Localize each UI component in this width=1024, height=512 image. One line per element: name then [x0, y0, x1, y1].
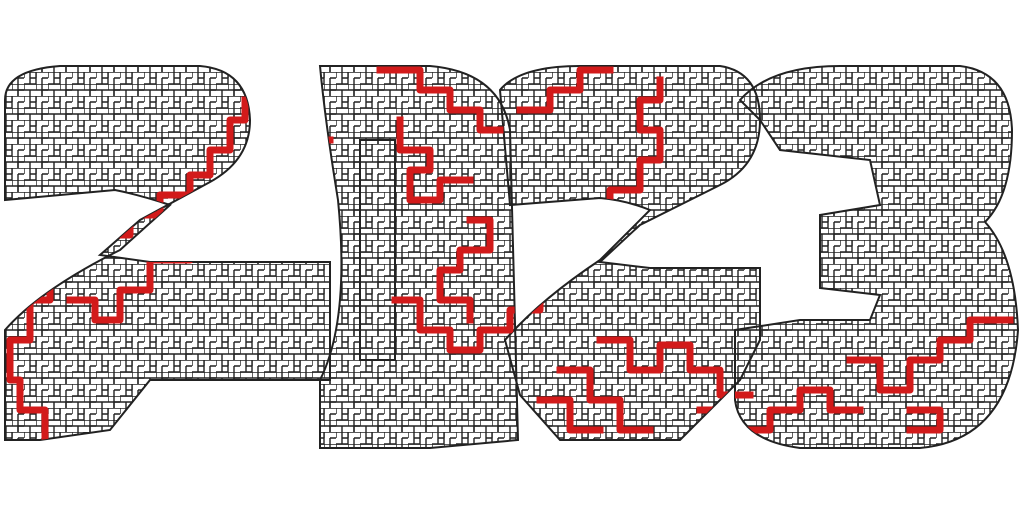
digit-outlines [4, 65, 1020, 449]
maze-walls [5, 66, 1018, 448]
